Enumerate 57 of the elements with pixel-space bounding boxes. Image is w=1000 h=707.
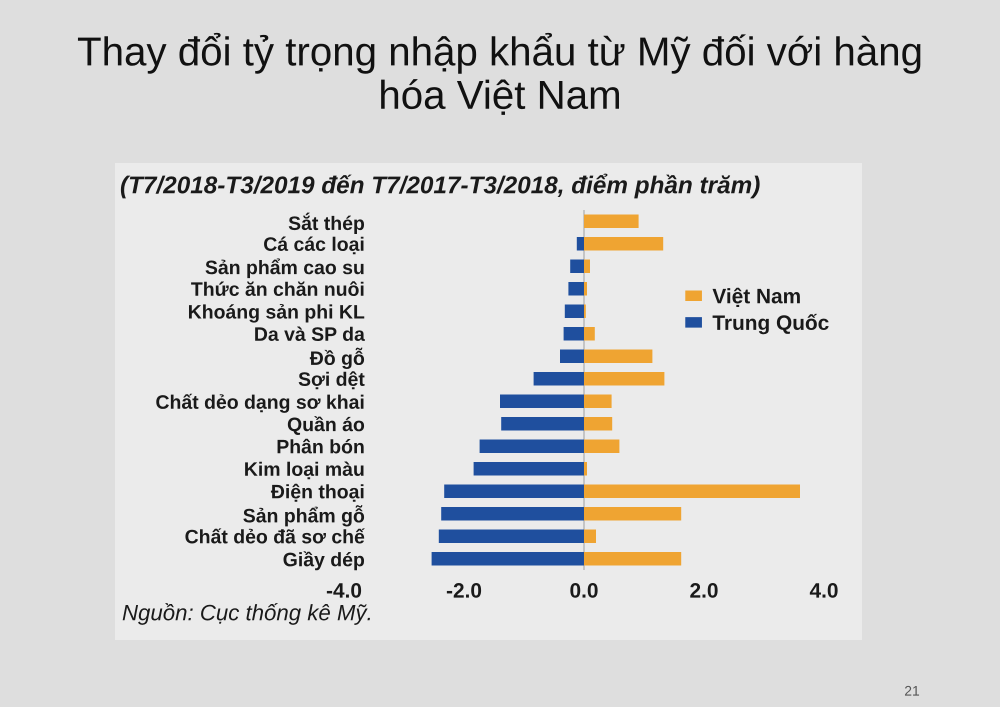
y-tick-label: Chất dẻo đã sơ chế <box>185 528 365 544</box>
bar <box>584 417 612 430</box>
x-tick-label: 4.0 <box>810 583 838 598</box>
y-tick-label: Sắt thép <box>288 212 364 234</box>
y-tick-label: Kim loại màu <box>245 462 364 480</box>
bar <box>584 350 652 363</box>
bar <box>474 462 584 476</box>
bar <box>584 260 590 273</box>
bar <box>480 440 584 453</box>
bar <box>584 552 682 566</box>
x-tick-label: 2.0 <box>690 583 718 598</box>
bar <box>584 214 639 228</box>
y-tick-label: Khoáng sản phi KL <box>188 304 364 323</box>
y-tick-label: Da và SP da <box>255 326 365 341</box>
chart-title: Thay đổi tỷ trọng nhập khẩu từ Mỹ đối với hàng hóa Việt Nam <box>78 32 920 115</box>
bar <box>438 530 584 543</box>
y-tick-label: Điện thoại <box>270 484 364 502</box>
bar <box>564 327 584 340</box>
bar <box>584 372 664 386</box>
y-tick-label: Chất dẻo dạng sơ khai <box>156 394 364 413</box>
y-tick-label: Quần áo <box>288 416 364 435</box>
bar <box>584 530 596 543</box>
bar <box>441 507 584 520</box>
x-tick-label: -2.0 <box>446 583 482 598</box>
y-tick-label: Sản phẩm cao su <box>205 258 364 278</box>
bar <box>584 237 664 250</box>
bar <box>570 260 584 273</box>
y-tick-label: Sợi dệt <box>298 371 365 390</box>
bar <box>568 282 584 296</box>
legend-label: Việt Nam <box>712 288 800 307</box>
y-tick-label: Sản phẩm gỗ <box>243 505 364 526</box>
y-tick-label: Thức ăn chăn nuôi <box>191 281 364 296</box>
y-tick-label: Đồ gỗ <box>310 348 364 369</box>
bar <box>584 507 682 520</box>
x-tick-label: -4.0 <box>326 583 362 598</box>
bar <box>576 237 584 250</box>
y-tick-label: Giầy dép <box>284 551 364 570</box>
x-tick-label: 0.0 <box>570 583 598 598</box>
bar <box>560 350 584 363</box>
y-tick-label: Cá các loại <box>264 236 364 254</box>
bar <box>534 372 584 386</box>
bar <box>584 484 800 498</box>
bar <box>584 282 587 296</box>
y-tick-label: Phân bón <box>278 438 364 454</box>
bar <box>501 417 584 430</box>
text: 21 <box>904 686 920 696</box>
chart-subtitle: (T7/2018-T3/2019 đến T7/2017-T3/2018, điểm phần trăm) <box>120 174 760 198</box>
text: Nguồn: Cục thống kê Mỹ. <box>122 603 370 625</box>
bar <box>564 304 584 318</box>
legend-label: Trung Quốc <box>712 314 829 334</box>
bar <box>584 327 595 340</box>
bar <box>444 484 584 498</box>
bar <box>584 394 612 408</box>
bar <box>584 440 620 453</box>
bar <box>584 462 587 476</box>
bar <box>500 394 584 408</box>
bar <box>432 552 584 566</box>
